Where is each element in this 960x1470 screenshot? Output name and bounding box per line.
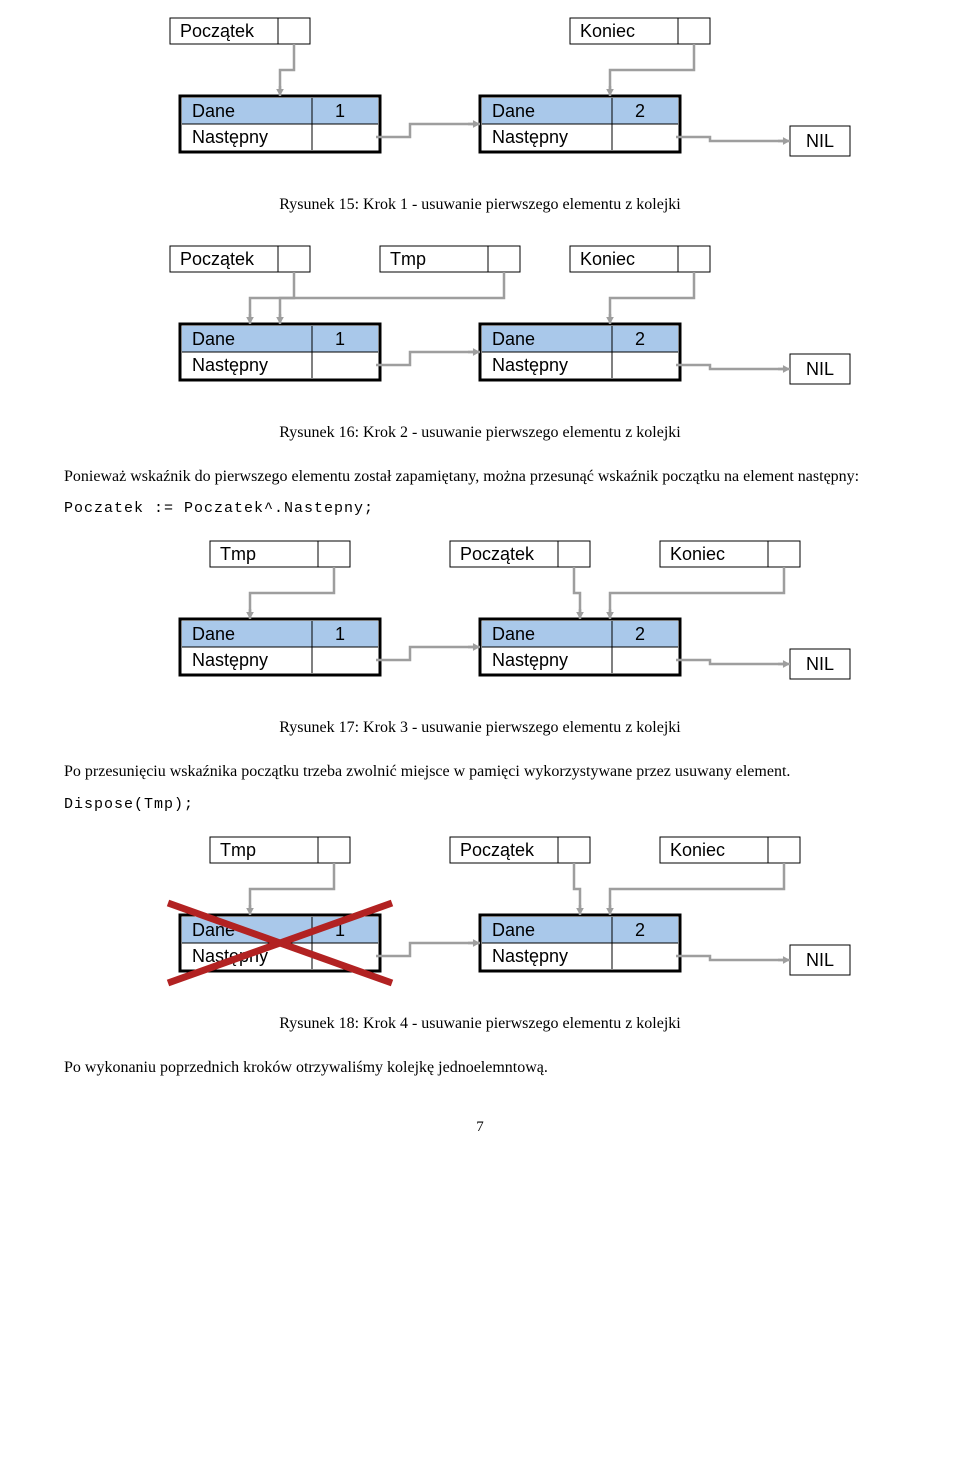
svg-text:Następny: Następny [492,650,568,670]
svg-text:Tmp: Tmp [220,840,256,860]
figure-16-svg: Dane 1 Następny Dane 2 Następny NIL Początek Tmp… [80,238,880,418]
code-1: Poczatek := Poczatek^.Nastepny; [64,500,920,517]
svg-text:2: 2 [635,329,645,349]
page-number: 7 [40,1119,920,1136]
svg-text:Dane: Dane [192,101,235,121]
svg-text:NIL: NIL [806,131,834,151]
svg-text:Dane: Dane [192,329,235,349]
svg-text:Następny: Następny [492,946,568,966]
code-2: Dispose(Tmp); [64,796,920,813]
paragraph-2: Po przesunięciu wskaźnika początku trzeb… [40,761,920,783]
figure-17: Dane 1 Następny Dane 2 Następny NIL Tmp Początek… [40,533,920,713]
svg-text:1: 1 [335,329,345,349]
caption-fig15: Rysunek 15: Krok 1 - usuwanie pierwszego… [40,196,920,214]
svg-text:Następny: Następny [192,355,268,375]
caption-fig18: Rysunek 18: Krok 4 - usuwanie pierwszego… [40,1015,920,1033]
paragraph-3: Po wykonaniu poprzednich kroków otrzywal… [40,1057,920,1079]
figure-18: Dane1NastępnyDane2NastępnyNILTmpPoczątek… [40,829,920,1009]
caption-fig16: Rysunek 16: Krok 2 - usuwanie pierwszego… [40,424,920,442]
svg-text:Dane: Dane [492,329,535,349]
svg-text:NIL: NIL [806,654,834,674]
svg-text:Następny: Następny [492,127,568,147]
svg-text:Następny: Następny [192,127,268,147]
figure-17-svg: Dane 1 Następny Dane 2 Następny NIL Tmp Początek… [80,533,880,713]
svg-text:NIL: NIL [806,950,834,970]
svg-text:Tmp: Tmp [390,249,426,269]
svg-text:2: 2 [635,101,645,121]
svg-text:Koniec: Koniec [670,840,725,860]
svg-text:Tmp: Tmp [220,544,256,564]
figure-15: Dane 1 Następny Dane 2 Następny NIL Początek Kon… [40,10,920,190]
svg-text:Początek: Początek [460,840,535,860]
svg-text:Następny: Następny [192,650,268,670]
svg-text:1: 1 [335,101,345,121]
figure-15-svg: Dane 1 Następny Dane 2 Następny NIL Początek Kon… [80,10,880,190]
paragraph-1: Ponieważ wskaźnik do pierwszego elementu… [40,466,920,488]
figure-18-svg: Dane1NastępnyDane2NastępnyNILTmpPoczątek… [80,829,880,1009]
caption-fig17: Rysunek 17: Krok 3 - usuwanie pierwszego… [40,719,920,737]
svg-text:2: 2 [635,920,645,940]
svg-text:NIL: NIL [806,359,834,379]
svg-text:Początek: Początek [180,249,255,269]
svg-text:Następny: Następny [492,355,568,375]
svg-text:Dane: Dane [492,920,535,940]
svg-text:Początek: Początek [460,544,535,564]
svg-text:2: 2 [635,624,645,644]
svg-text:1: 1 [335,624,345,644]
svg-text:Dane: Dane [192,624,235,644]
svg-text:Dane: Dane [492,624,535,644]
svg-text:Koniec: Koniec [580,249,635,269]
svg-text:Koniec: Koniec [580,21,635,41]
svg-text:Dane: Dane [492,101,535,121]
svg-text:Początek: Początek [180,21,255,41]
svg-text:Koniec: Koniec [670,544,725,564]
figure-16: Dane 1 Następny Dane 2 Następny NIL Początek Tmp… [40,238,920,418]
